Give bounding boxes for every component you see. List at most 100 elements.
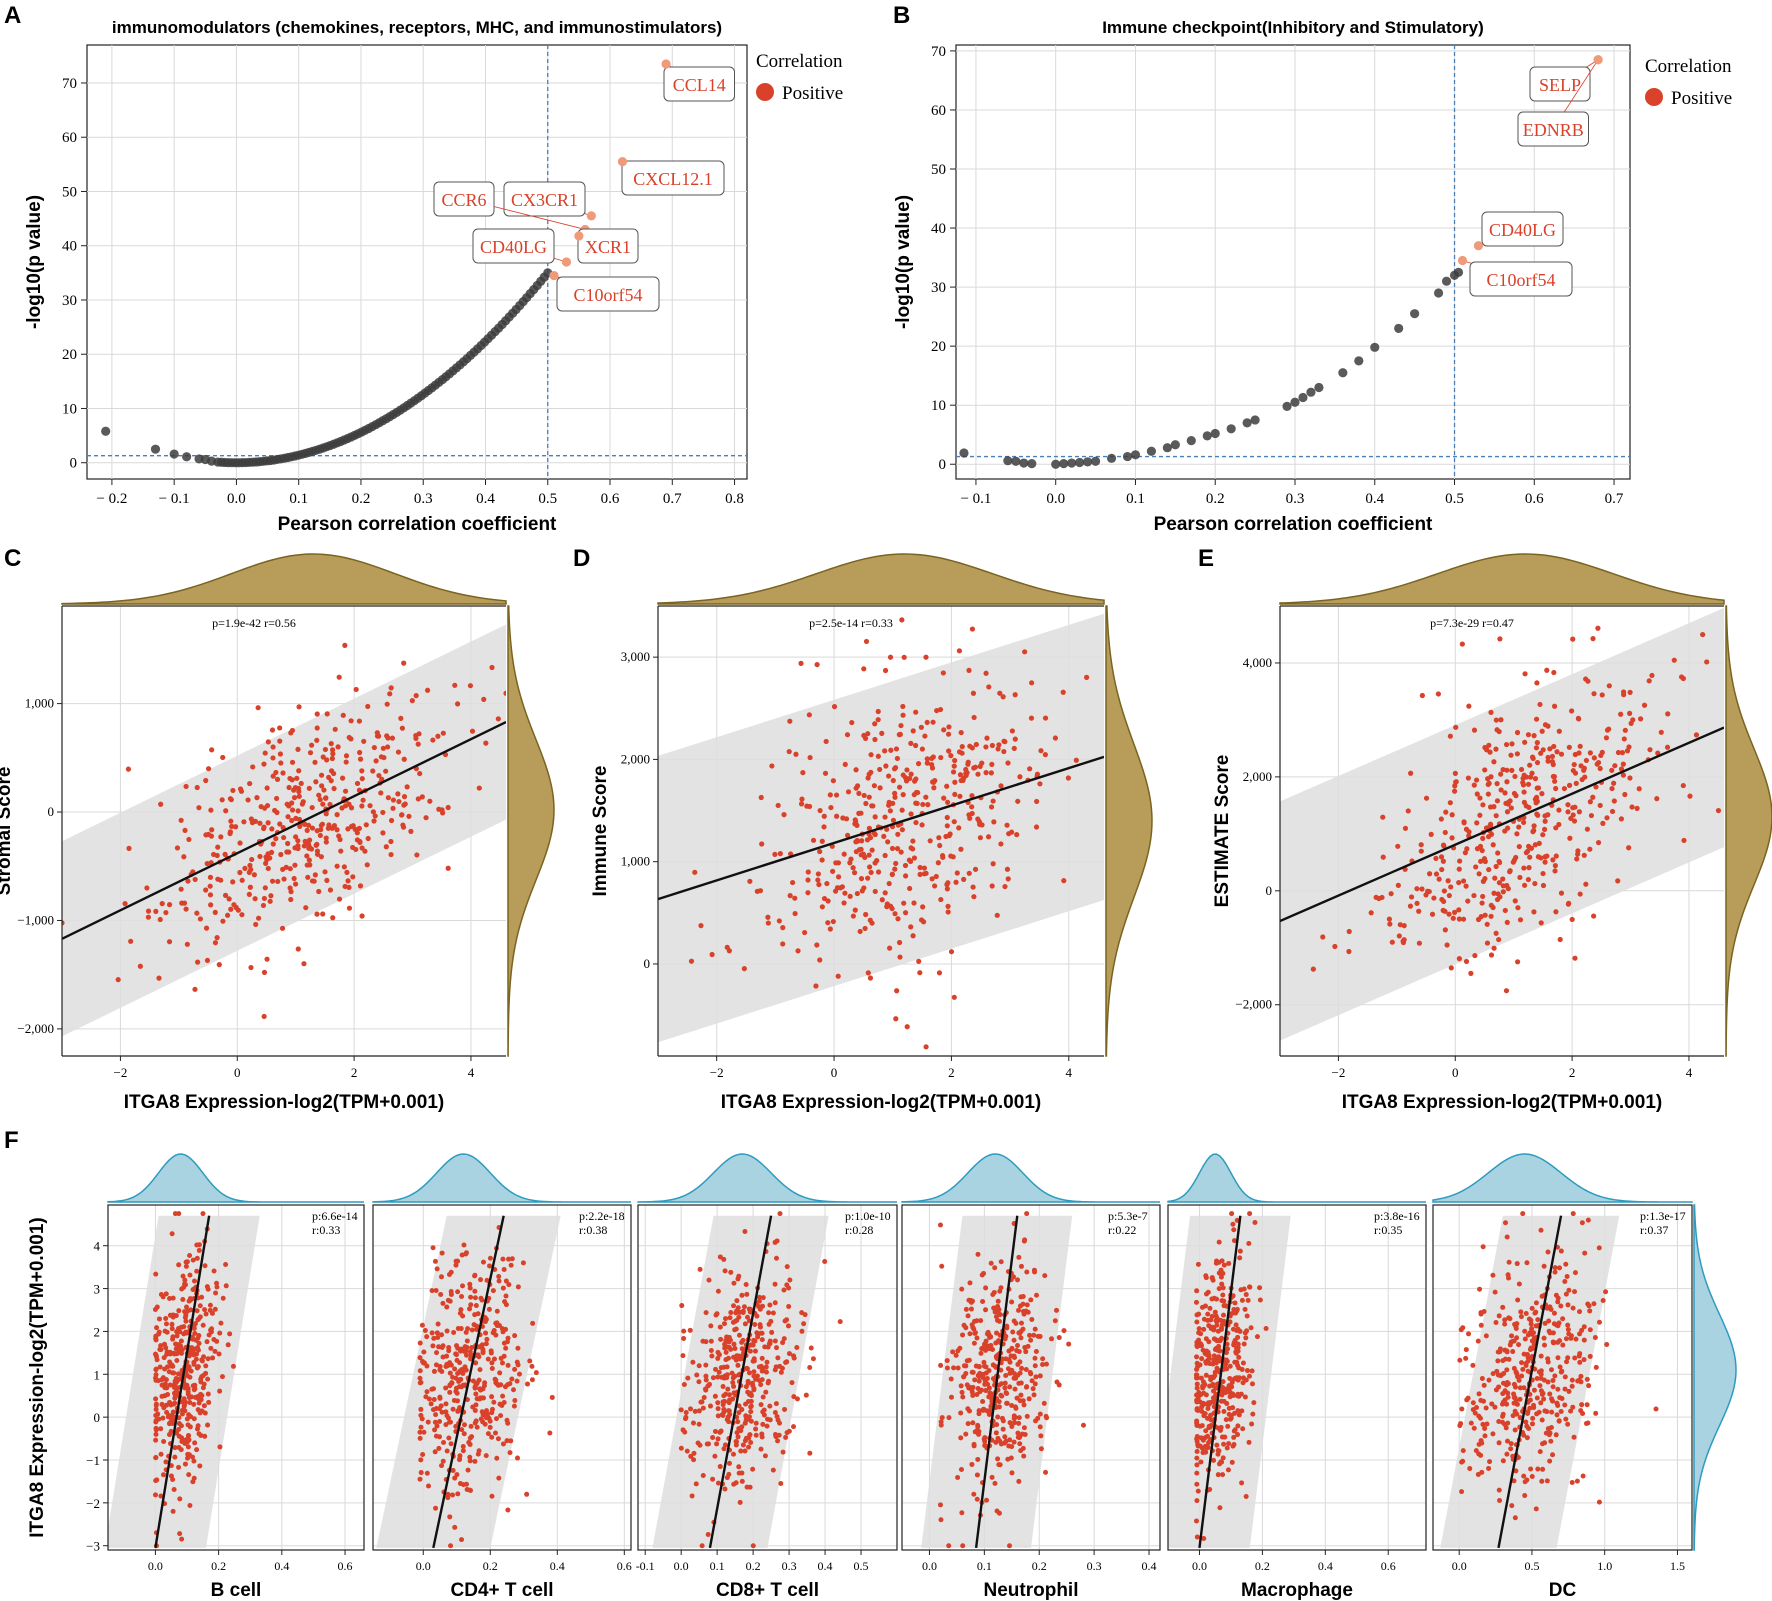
- data-point: [454, 1343, 460, 1349]
- x-tick-label: 0.4: [1365, 491, 1384, 507]
- data-point: [802, 929, 808, 936]
- data-point: [976, 1411, 982, 1417]
- data-point: [1478, 858, 1484, 864]
- data-point: [467, 1281, 473, 1287]
- data-point: [483, 740, 489, 746]
- x-tick-label: 0.7: [663, 491, 682, 507]
- data-point: [1680, 782, 1686, 789]
- data-point: [1021, 1402, 1027, 1408]
- data-point: [751, 1373, 757, 1379]
- data-point: [1037, 1424, 1043, 1430]
- data-point: [772, 1338, 778, 1344]
- x-tick-label: -0.1: [636, 1559, 655, 1573]
- data-point: [1201, 1326, 1207, 1332]
- data-point: [1496, 1487, 1502, 1493]
- data-point: [424, 1334, 430, 1340]
- data-point: [448, 1291, 454, 1297]
- data-point: [972, 1330, 978, 1336]
- data-point: [172, 1395, 178, 1401]
- data-point: [362, 848, 368, 854]
- data-point: [1514, 1401, 1520, 1407]
- data-point: [1583, 757, 1589, 764]
- data-point: [1544, 1478, 1550, 1484]
- data-point: [417, 1340, 423, 1346]
- data-point: [892, 866, 898, 872]
- data-point: [1211, 1399, 1217, 1405]
- data-point: [830, 778, 836, 784]
- data-point: [964, 1382, 970, 1388]
- data-point: [1511, 1338, 1517, 1344]
- data-point: [476, 1448, 482, 1454]
- data-point: [1221, 1298, 1227, 1304]
- data-point: [1440, 907, 1446, 913]
- regression-line: [708, 1215, 773, 1549]
- data-point: [984, 1497, 990, 1503]
- data-point: [460, 1443, 466, 1449]
- data-point: [1570, 1305, 1576, 1311]
- data-point: [958, 1435, 964, 1441]
- data-point: [1473, 864, 1479, 870]
- data-point: [1574, 1478, 1580, 1484]
- data-point: [437, 1367, 443, 1373]
- data-point: [872, 888, 878, 895]
- data-point: [1580, 1411, 1586, 1417]
- x-axis-label: Macrophage: [1241, 1580, 1353, 1601]
- data-point: [1246, 1439, 1252, 1445]
- data-point: [424, 1389, 430, 1395]
- data-point: [150, 444, 161, 454]
- data-point: [1479, 847, 1485, 854]
- data-point: [309, 878, 316, 884]
- data-point: [503, 1293, 509, 1299]
- data-point: [547, 1430, 553, 1436]
- data-point: [277, 738, 283, 744]
- data-point: [344, 869, 350, 875]
- data-point: [217, 1330, 223, 1336]
- data-point: [1193, 1299, 1199, 1305]
- data-point: [1504, 779, 1510, 785]
- data-point: [708, 1338, 714, 1344]
- data-point: [972, 866, 979, 872]
- x-tick-label: 2: [351, 1065, 358, 1080]
- data-point: [1595, 625, 1601, 631]
- data-point: [254, 795, 260, 801]
- data-point: [191, 1475, 197, 1481]
- data-point: [998, 1367, 1004, 1373]
- data-point: [1211, 1353, 1217, 1359]
- marginal-density-top: [657, 553, 1105, 605]
- data-point: [691, 1457, 697, 1463]
- data-point: [261, 969, 268, 975]
- data-point: [203, 1311, 209, 1317]
- data-point: [805, 877, 811, 883]
- data-point: [1591, 1301, 1597, 1307]
- data-point: [1022, 1237, 1028, 1243]
- data-point: [1577, 1331, 1583, 1337]
- data-point: [365, 703, 371, 710]
- data-point: [1470, 1400, 1476, 1406]
- data-point: [1030, 1386, 1036, 1392]
- data-point: [450, 1374, 456, 1380]
- data-point: [323, 795, 329, 801]
- data-point: [1464, 846, 1470, 852]
- data-point: [237, 840, 243, 846]
- data-point: [1490, 1431, 1496, 1437]
- data-point: [1504, 919, 1510, 925]
- data-point: [318, 822, 324, 829]
- data-point: [182, 827, 188, 834]
- data-point: [1490, 1272, 1496, 1278]
- data-point: [1042, 752, 1048, 758]
- regression-line: [432, 1215, 505, 1549]
- data-point: [1500, 1458, 1506, 1464]
- data-point: [62, 920, 65, 926]
- data-point: [295, 746, 301, 752]
- data-point: [388, 838, 394, 845]
- data-point: [1609, 785, 1615, 792]
- data-point: [533, 1370, 539, 1376]
- data-point: [718, 1336, 724, 1342]
- data-point: [330, 751, 336, 757]
- data-point: [1540, 1466, 1546, 1472]
- data-point: [451, 1397, 457, 1403]
- data-point: [505, 1362, 511, 1368]
- data-point: [778, 1369, 784, 1375]
- data-point: [1040, 1356, 1046, 1362]
- data-point: [1611, 780, 1617, 786]
